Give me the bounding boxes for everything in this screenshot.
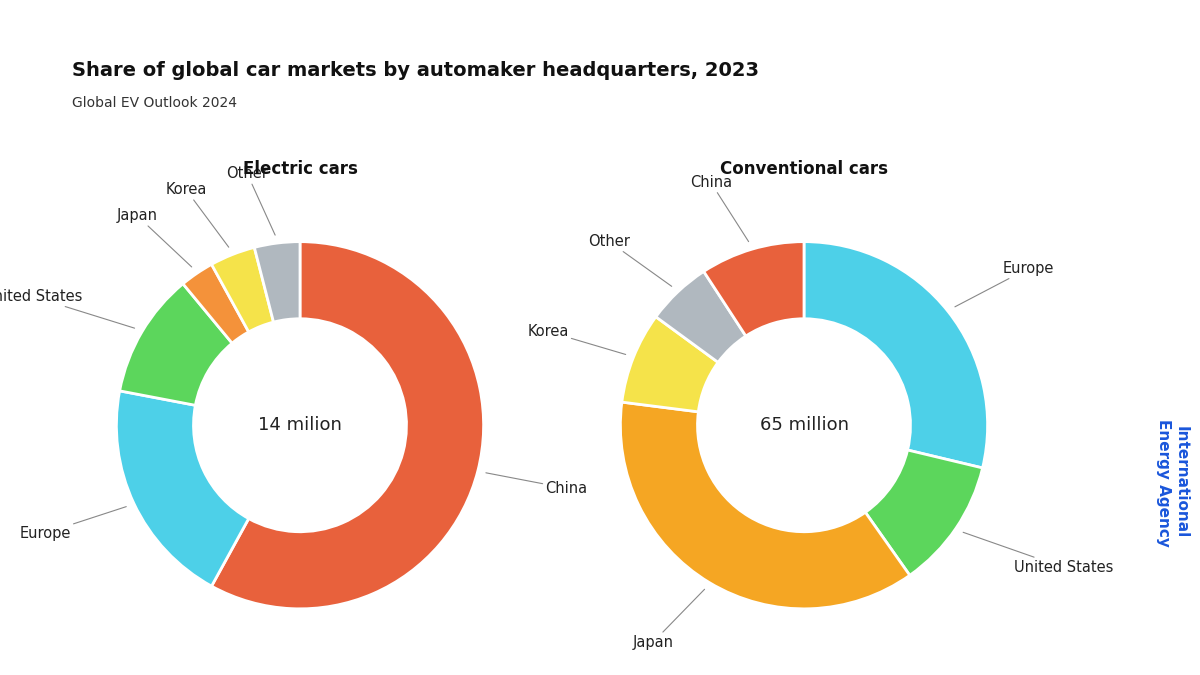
Text: 14 milion: 14 milion [258,416,342,434]
Title: Electric cars: Electric cars [242,159,358,178]
Text: Korea: Korea [166,182,229,247]
Text: Korea: Korea [527,324,625,354]
Wedge shape [182,265,248,343]
Wedge shape [254,242,300,322]
Wedge shape [656,271,746,362]
Title: Conventional cars: Conventional cars [720,159,888,178]
Wedge shape [703,242,804,336]
Text: Global EV Outlook 2024: Global EV Outlook 2024 [72,96,238,109]
Text: Europe: Europe [19,507,126,541]
Text: Japan: Japan [632,589,704,650]
Text: China: China [486,472,588,495]
Wedge shape [804,242,988,468]
Text: United States: United States [964,533,1114,575]
Wedge shape [622,317,718,412]
Wedge shape [865,450,983,575]
Text: Other: Other [227,166,275,235]
Text: Japan: Japan [116,208,192,267]
Text: United States: United States [0,289,134,328]
Text: 65 million: 65 million [760,416,848,434]
Text: Other: Other [588,234,672,286]
Text: Share of global car markets by automaker headquarters, 2023: Share of global car markets by automaker… [72,61,760,80]
Text: Europe: Europe [955,261,1055,307]
Wedge shape [620,402,910,609]
Text: International
Energy Agency: International Energy Agency [1156,418,1188,547]
Wedge shape [211,248,274,332]
Wedge shape [120,284,232,405]
Wedge shape [211,242,484,609]
Text: China: China [690,175,749,242]
Wedge shape [116,391,248,586]
